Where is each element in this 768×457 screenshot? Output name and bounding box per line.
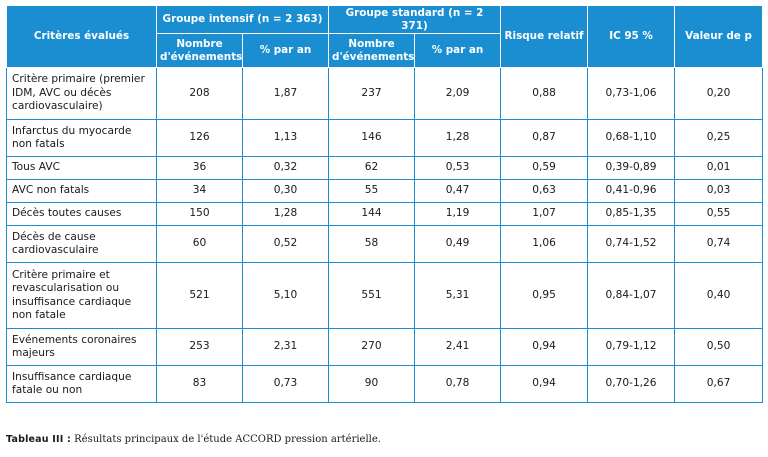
header-ci: IC 95 % <box>587 5 676 68</box>
pct-standard: 0,78 <box>414 365 502 403</box>
table-row: Insuffisance cardiaque fatale ou non 83 0,… <box>6 365 764 403</box>
caption-label: Tableau III : <box>6 434 71 445</box>
p-value: 0,40 <box>674 262 764 329</box>
pct-standard: 0,49 <box>414 225 502 263</box>
header-criteria: Critères évalués <box>6 5 157 68</box>
criterion-label: Insuffisance cardiaque fatale ou non <box>6 365 157 403</box>
events-intensive: 521 <box>156 262 243 329</box>
results-table: Critères évalués Groupe intensif (n = 2 … <box>6 5 764 403</box>
table-row: Infarctus du myocarde non fatals 126 1,13 1… <box>6 119 764 157</box>
events-standard: 90 <box>328 365 416 403</box>
criterion-label: Evénements coronaires majeurs <box>6 328 157 366</box>
p-value: 0,50 <box>674 328 764 366</box>
pct-intensive: 0,32 <box>241 156 330 180</box>
header-events-standard: Nombre d'événements <box>328 33 416 68</box>
header-group-intensive: Groupe intensif (n = 2 363) <box>155 5 330 34</box>
table-row: Décès toutes causes 150 1,28 144 1,19 1,07 0,8… <box>6 202 764 226</box>
header-group-standard: Groupe standard (n = 2 371) <box>328 5 502 34</box>
confidence-interval: 0,70-1,26 <box>587 365 676 403</box>
table-row: Critère primaire et revascularisation ou… <box>6 262 764 329</box>
events-standard: 237 <box>328 67 416 120</box>
confidence-interval: 0,73-1,06 <box>587 67 676 120</box>
events-standard: 146 <box>328 119 416 157</box>
relative-risk: 0,88 <box>500 67 589 120</box>
pct-intensive: 2,31 <box>241 328 330 366</box>
criterion-label: Infarctus du myocarde non fatals <box>6 119 157 157</box>
header-pct-intensive: % par an <box>241 33 330 68</box>
header-p-value: Valeur de p <box>674 5 764 68</box>
criterion-label: Critère primaire (premier IDM, AVC ou dé… <box>6 67 157 120</box>
relative-risk: 0,94 <box>500 365 589 403</box>
header-relative-risk: Risque relatif <box>500 5 589 68</box>
events-intensive: 126 <box>156 119 243 157</box>
caption-text: Résultats principaux de l'étude ACCORD p… <box>70 434 381 445</box>
table-row: AVC non fatals 34 0,30 55 0,47 0,63 0,41-0,96 0… <box>6 179 764 203</box>
criterion-label: Décès de cause cardiovasculaire <box>6 225 157 263</box>
p-value: 0,20 <box>674 67 764 120</box>
events-intensive: 253 <box>156 328 243 366</box>
criterion-label: Décès toutes causes <box>6 202 157 226</box>
relative-risk: 0,63 <box>500 179 589 203</box>
confidence-interval: 0,84-1,07 <box>587 262 676 329</box>
table-row: Evénements coronaires majeurs 253 2,31 270 2… <box>6 328 764 366</box>
pct-standard: 1,28 <box>414 119 502 157</box>
pct-standard: 5,31 <box>414 262 502 329</box>
relative-risk: 0,95 <box>500 262 589 329</box>
events-standard: 62 <box>328 156 416 180</box>
events-standard: 551 <box>328 262 416 329</box>
relative-risk: 0,94 <box>500 328 589 366</box>
confidence-interval: 0,68-1,10 <box>587 119 676 157</box>
events-intensive: 34 <box>156 179 243 203</box>
events-intensive: 60 <box>156 225 243 263</box>
relative-risk: 1,07 <box>500 202 589 226</box>
events-standard: 58 <box>328 225 416 263</box>
pct-intensive: 1,13 <box>241 119 330 157</box>
criterion-label: AVC non fatals <box>6 179 157 203</box>
pct-standard: 2,09 <box>414 67 502 120</box>
criterion-label: Tous AVC <box>6 156 157 180</box>
events-standard: 55 <box>328 179 416 203</box>
pct-intensive: 0,30 <box>241 179 330 203</box>
p-value: 0,25 <box>674 119 764 157</box>
table-row: Critère primaire (premier IDM, AVC ou dé… <box>6 67 764 120</box>
criterion-label: Critère primaire et revascularisation ou… <box>6 262 157 329</box>
header-pct-standard: % par an <box>414 33 502 68</box>
confidence-interval: 0,85-1,35 <box>587 202 676 226</box>
p-value: 0,03 <box>674 179 764 203</box>
confidence-interval: 0,79-1,12 <box>587 328 676 366</box>
p-value: 0,55 <box>674 202 764 226</box>
header-events-intensive: Nombre d'événements <box>156 33 243 68</box>
table-caption: Tableau III : Résultats principaux de l'… <box>6 434 381 445</box>
p-value: 0,74 <box>674 225 764 263</box>
pct-standard: 0,53 <box>414 156 502 180</box>
events-standard: 144 <box>328 202 416 226</box>
relative-risk: 0,59 <box>500 156 589 180</box>
p-value: 0,01 <box>674 156 764 180</box>
pct-intensive: 1,28 <box>241 202 330 226</box>
pct-standard: 2,41 <box>414 328 502 366</box>
confidence-interval: 0,41-0,96 <box>587 179 676 203</box>
events-intensive: 83 <box>156 365 243 403</box>
pct-standard: 1,19 <box>414 202 502 226</box>
table-body: Critère primaire (premier IDM, AVC ou dé… <box>6 67 764 403</box>
p-value: 0,67 <box>674 365 764 403</box>
pct-standard: 0,47 <box>414 179 502 203</box>
events-standard: 270 <box>328 328 416 366</box>
relative-risk: 0,87 <box>500 119 589 157</box>
relative-risk: 1,06 <box>500 225 589 263</box>
events-intensive: 150 <box>156 202 243 226</box>
pct-intensive: 0,52 <box>241 225 330 263</box>
pct-intensive: 5,10 <box>241 262 330 329</box>
events-intensive: 208 <box>156 67 243 120</box>
pct-intensive: 1,87 <box>241 67 330 120</box>
confidence-interval: 0,74-1,52 <box>587 225 676 263</box>
events-intensive: 36 <box>156 156 243 180</box>
table-row: Décès de cause cardiovasculaire 60 0,52 58 0… <box>6 225 764 263</box>
table-row: Tous AVC 36 0,32 62 0,53 0,59 0,39-0,89 0,01 <box>6 156 764 180</box>
confidence-interval: 0,39-0,89 <box>587 156 676 180</box>
pct-intensive: 0,73 <box>241 365 330 403</box>
